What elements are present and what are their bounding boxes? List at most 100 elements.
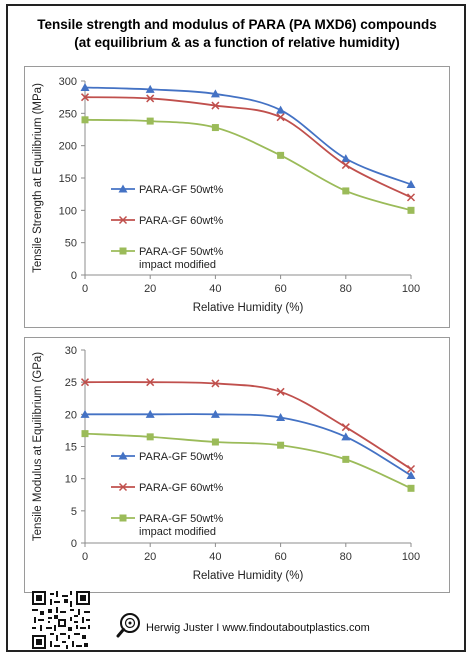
marker-stroke [276, 387, 285, 396]
chart-title-line2: (at equilibrium & as a function of relat… [74, 35, 400, 50]
y-tick-label: 30 [65, 345, 77, 357]
marker-stroke [146, 378, 155, 387]
data-point-series-2 [407, 484, 415, 492]
data-point-series-1 [406, 464, 416, 474]
legend-label: PARA-GF 60wt% [139, 215, 223, 227]
data-point-series-2 [146, 433, 154, 441]
legend-label: PARA-GF 50wt% [139, 513, 223, 525]
y-tick-label: 200 [59, 141, 77, 153]
data-point-series-0 [145, 84, 155, 93]
data-point-series-0 [276, 105, 286, 114]
data-point-series-0 [276, 413, 286, 422]
data-point-series-2 [211, 124, 219, 132]
data-point-series-1 [341, 423, 350, 432]
marker-stroke [118, 482, 128, 492]
x-tick-label: 40 [209, 283, 221, 295]
data-point-series-1 [211, 379, 220, 388]
y-tick-label: 15 [65, 442, 77, 454]
legend-marker [118, 482, 128, 492]
data-point-series-0 [80, 82, 90, 91]
data-point-series-1 [80, 93, 90, 102]
x-tick-label: 0 [82, 283, 88, 295]
x-tick-label: 60 [274, 551, 286, 563]
data-point-series-1 [341, 161, 350, 170]
x-tick-label: 40 [209, 551, 221, 563]
footer-credit: Herwig Juster I www.findoutaboutplastics… [146, 622, 370, 634]
y-tick-label: 50 [65, 238, 77, 250]
legend-marker [118, 451, 128, 460]
data-point-series-2 [146, 117, 154, 125]
series-line-1 [84, 381, 412, 470]
marker-stroke [276, 113, 285, 122]
data-point-series-1 [146, 94, 155, 103]
data-point-series-2 [211, 438, 219, 446]
data-point-series-1 [146, 378, 155, 387]
series-line-2 [84, 432, 412, 490]
series-line-2 [84, 118, 412, 212]
marker-stroke [211, 101, 220, 110]
x-axis-label: Relative Humidity (%) [193, 302, 304, 314]
y-axis-label: Tensile Strength at Equilibrium (MPa) [32, 83, 44, 273]
data-point-series-2 [81, 116, 89, 124]
data-point-series-0 [210, 89, 220, 98]
x-tick-label: 20 [144, 283, 156, 295]
x-tick-label: 80 [340, 551, 352, 563]
x-tick-label: 20 [144, 551, 156, 563]
y-tick-label: 20 [65, 409, 77, 421]
data-point-series-2 [81, 430, 89, 438]
data-point-series-0 [341, 432, 351, 441]
chart-title-line1: Tensile strength and modulus of PARA (PA… [37, 17, 437, 32]
legend-marker [119, 247, 127, 255]
qr-code-icon [32, 591, 90, 649]
data-point-series-1 [276, 113, 285, 122]
legend-label-continued: impact modified [139, 526, 216, 538]
x-axis-label: Relative Humidity (%) [193, 570, 304, 582]
data-point-series-0 [406, 470, 416, 479]
tensile-modulus-panel: 0 5 10 15 20 25 30 0 20 40 60 80 100 Relative Humidit… [24, 337, 450, 593]
data-point-series-2 [342, 187, 350, 195]
legend-marker [118, 215, 128, 225]
marker-stroke [406, 464, 416, 474]
y-tick-label: 25 [65, 377, 77, 389]
marker-stroke [146, 94, 155, 103]
data-point-series-0 [210, 409, 220, 418]
data-point-series-1 [80, 378, 90, 387]
tensile-modulus-chart: 0 5 10 15 20 25 30 0 20 40 60 80 100 Relative Humidit… [32, 345, 420, 582]
y-tick-label: 300 [59, 76, 77, 88]
marker-stroke [341, 161, 350, 170]
marker-stroke [341, 423, 350, 432]
y-tick-label: 250 [59, 108, 77, 120]
legend-label: PARA-GF 50wt% [139, 246, 223, 258]
legend-label: PARA-GF 50wt% [139, 451, 223, 463]
data-point-series-2 [277, 151, 285, 159]
y-tick-label: 0 [71, 270, 77, 282]
y-tick-label: 5 [71, 506, 77, 518]
y-tick-label: 150 [59, 173, 77, 185]
series-line-0 [84, 413, 412, 477]
data-point-series-0 [80, 409, 90, 418]
tensile-strength-chart: 0 50 100 150 200 250 300 0 20 40 60 80 100 Relative H… [32, 76, 420, 314]
x-tick-label: 60 [274, 283, 286, 295]
y-tick-label: 10 [65, 474, 77, 486]
tensile-strength-panel: 0 50 100 150 200 250 300 0 20 40 60 80 100 Relative H… [24, 66, 450, 328]
y-tick-label: 100 [59, 205, 77, 217]
y-axis-label: Tensile Modulus at Equilibrium (GPa) [32, 352, 44, 541]
data-point-series-0 [145, 409, 155, 418]
data-point-series-2 [407, 206, 415, 214]
series-line-1 [84, 96, 412, 199]
legend-marker [118, 184, 128, 193]
data-point-series-2 [277, 441, 285, 449]
legend-label: PARA-GF 50wt% [139, 184, 223, 196]
x-tick-label: 100 [402, 283, 420, 295]
legend-label-continued: impact modified [139, 259, 216, 271]
y-tick-label: 0 [71, 538, 77, 550]
data-point-series-1 [406, 193, 416, 202]
x-tick-label: 80 [340, 283, 352, 295]
data-point-series-1 [276, 387, 285, 396]
legend-marker [119, 514, 127, 522]
magnifier-logo-icon [116, 613, 140, 638]
marker-stroke [80, 93, 90, 102]
data-point-series-0 [341, 154, 351, 163]
marker-stroke [211, 379, 220, 388]
marker-stroke [118, 215, 128, 225]
